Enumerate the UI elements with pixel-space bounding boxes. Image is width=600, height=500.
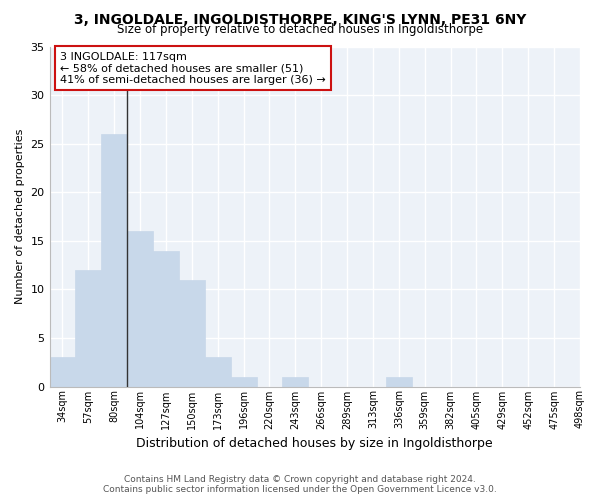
Bar	[386, 377, 412, 386]
Text: 3, INGOLDALE, INGOLDISTHORPE, KING'S LYNN, PE31 6NY: 3, INGOLDALE, INGOLDISTHORPE, KING'S LYN…	[74, 12, 526, 26]
Bar	[205, 358, 230, 386]
Bar	[101, 134, 127, 386]
Bar	[230, 377, 257, 386]
Bar	[127, 231, 153, 386]
Text: Size of property relative to detached houses in Ingoldisthorpe: Size of property relative to detached ho…	[117, 22, 483, 36]
Bar	[283, 377, 308, 386]
Bar	[76, 270, 101, 386]
Y-axis label: Number of detached properties: Number of detached properties	[15, 129, 25, 304]
Bar	[179, 280, 205, 386]
X-axis label: Distribution of detached houses by size in Ingoldisthorpe: Distribution of detached houses by size …	[136, 437, 493, 450]
Text: 3 INGOLDALE: 117sqm
← 58% of detached houses are smaller (51)
41% of semi-detach: 3 INGOLDALE: 117sqm ← 58% of detached ho…	[60, 52, 326, 85]
Text: Contains HM Land Registry data © Crown copyright and database right 2024.
Contai: Contains HM Land Registry data © Crown c…	[103, 474, 497, 494]
Bar	[153, 250, 179, 386]
Bar	[50, 358, 76, 386]
